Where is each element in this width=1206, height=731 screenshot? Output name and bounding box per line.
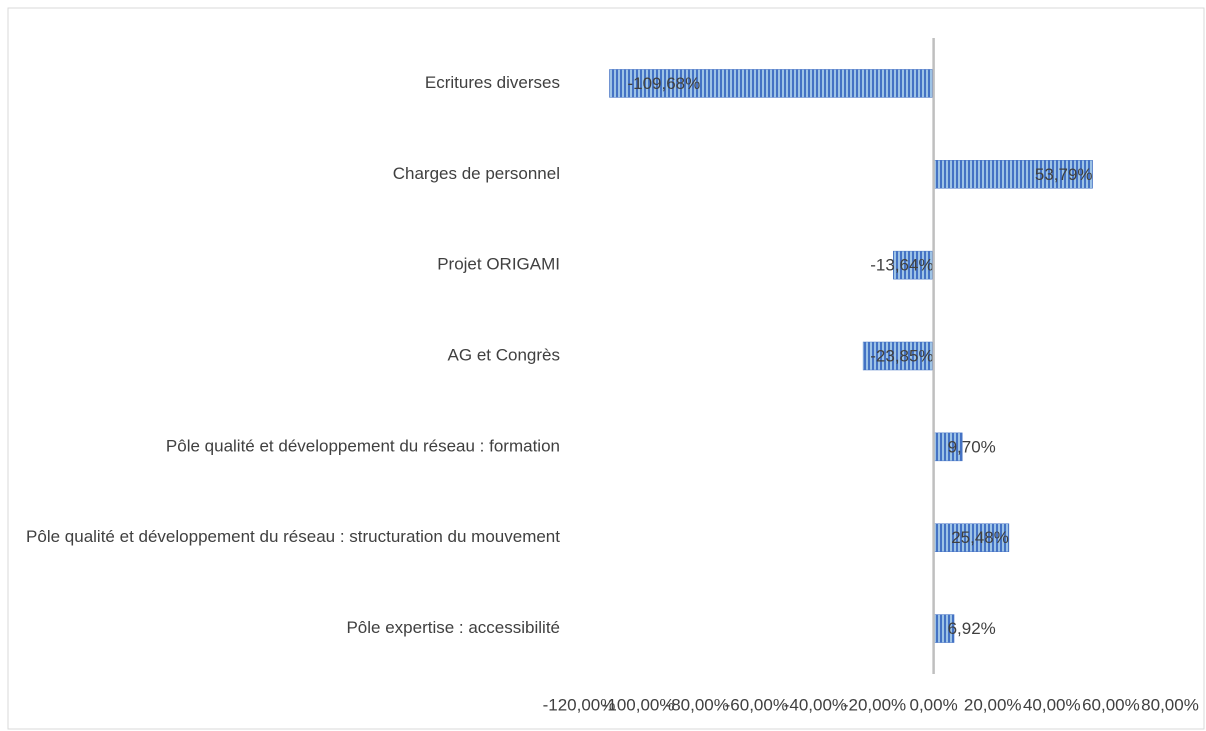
x-tick-label: -20,00% xyxy=(843,695,906,714)
x-tick-label: 60,00% xyxy=(1082,695,1140,714)
x-tick-label: -120,00% xyxy=(543,695,616,714)
x-tick-label: 20,00% xyxy=(964,695,1022,714)
x-tick-label: -100,00% xyxy=(602,695,675,714)
x-tick-label: 80,00% xyxy=(1141,695,1199,714)
data-label: 6,92% xyxy=(948,619,996,638)
y-tick-label: Pôle expertise : accessibilité xyxy=(346,618,560,637)
chart-border xyxy=(7,7,1205,730)
y-tick-label: Pôle qualité et développement du réseau … xyxy=(166,436,560,455)
y-tick-label: Charges de personnel xyxy=(393,164,560,183)
y-tick-label: Pôle qualité et développement du réseau … xyxy=(26,527,560,546)
bar xyxy=(933,523,1010,552)
x-tick-label: 0,00% xyxy=(909,695,957,714)
bar xyxy=(933,432,963,462)
bar xyxy=(933,160,1093,189)
data-label: -109,68% xyxy=(627,74,700,93)
x-tick-label: -80,00% xyxy=(666,695,729,714)
data-label: -13,64% xyxy=(870,256,933,275)
x-tick-label: -60,00% xyxy=(725,695,788,714)
x-tick-label: -40,00% xyxy=(784,695,847,714)
data-label: -23,85% xyxy=(870,346,933,365)
x-tick-label: 40,00% xyxy=(1023,695,1081,714)
data-label: 9,70% xyxy=(948,437,996,456)
y-tick-label: Ecritures diverses xyxy=(425,73,560,92)
y-tick-label: Projet ORIGAMI xyxy=(437,255,560,274)
data-label: 53,79% xyxy=(1035,165,1093,184)
y-tick-label: AG et Congrès xyxy=(448,345,560,364)
data-label: 25,48% xyxy=(951,528,1009,547)
